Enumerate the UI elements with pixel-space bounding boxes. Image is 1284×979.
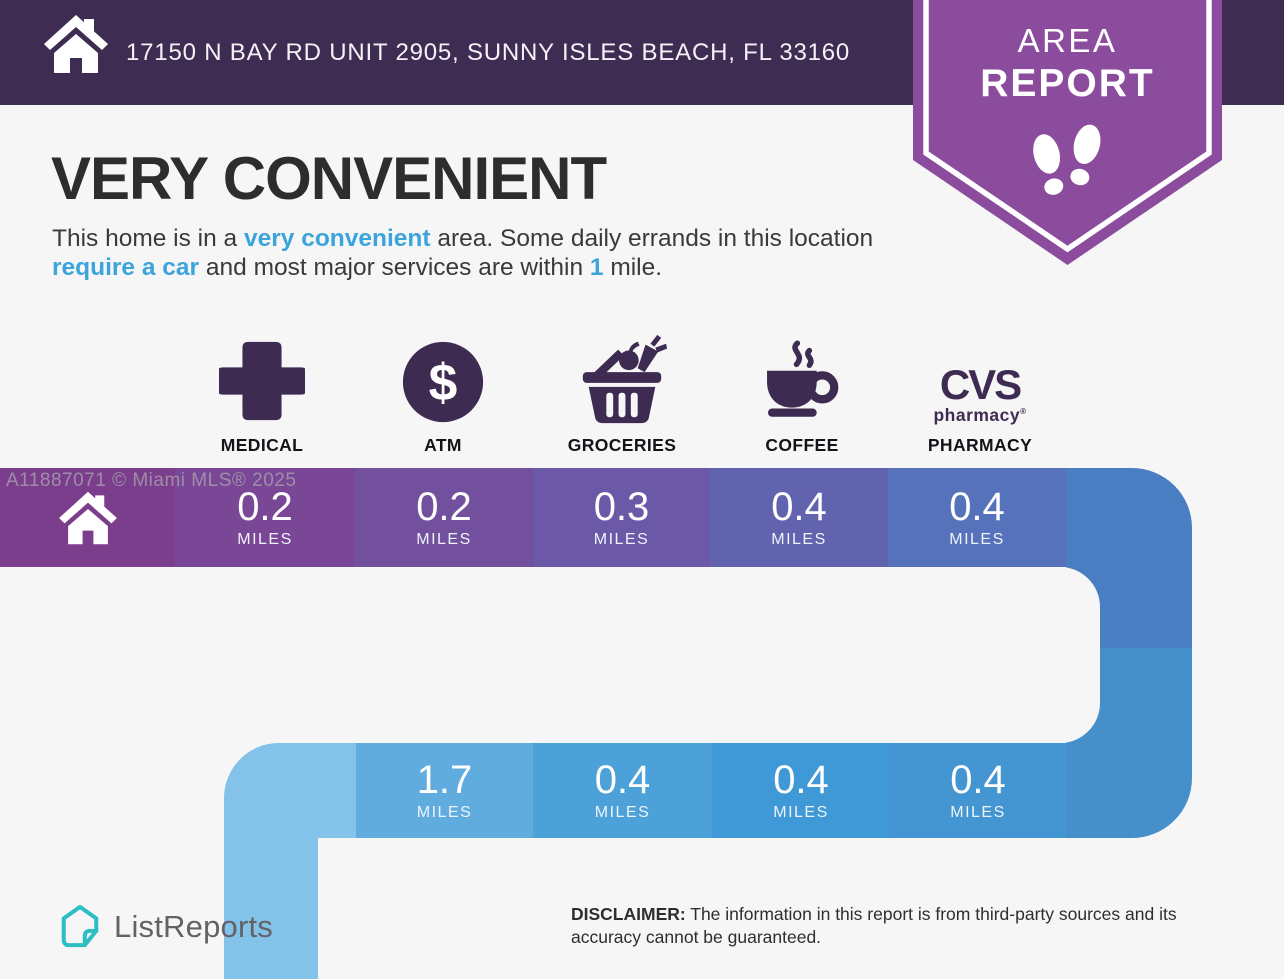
disclaimer-label: DISCLAIMER: [571, 904, 686, 924]
cvs-wordmark: CVS [939, 360, 1022, 408]
column-label: GROCERIES [567, 435, 677, 455]
distance-value: 0.4 [594, 757, 651, 802]
distance-unit: MILES [950, 803, 1006, 821]
distance-segment-gym: 0.4 MILES [890, 743, 1066, 838]
page-title: VERY CONVENIENT [51, 145, 607, 212]
badge-ribbon [913, 0, 1222, 265]
row2-panel [0, 567, 1100, 743]
column-atm: $ ATM [353, 328, 533, 456]
listreports-icon [61, 904, 99, 948]
column-medical: MEDICAL [172, 328, 352, 456]
column-label: COFFEE [765, 435, 839, 455]
medical-cross-icon [219, 341, 305, 421]
area-report-badge: AREA REPORT [913, 0, 1222, 270]
distance-segment-cleaners: 0.4 MILES [712, 743, 890, 838]
coffee-cup-icon [767, 340, 839, 417]
column-coffee: COFFEE [712, 328, 892, 456]
house-icon [58, 491, 117, 544]
distance-unit: MILES [594, 803, 651, 821]
desc-highlight-one: 1 [589, 254, 604, 281]
distance-unit: MILES [773, 803, 829, 821]
distance-value: 0.2 [237, 484, 293, 529]
distance-value: 0.4 [771, 484, 827, 529]
inner-corner-mask [318, 838, 408, 928]
band-connector-left-strip [224, 838, 318, 979]
distance-segment-groceries: 0.3 MILES [533, 468, 710, 567]
distance-segment-gas: 0.4 MILES [533, 743, 712, 838]
distance-value: 0.4 [949, 484, 1005, 529]
distance-unit: MILES [416, 530, 472, 548]
desc-text: and most major services are within [199, 254, 590, 281]
cvs-pharmacy-text: pharmacy® [933, 404, 1027, 425]
listreports-logo: ListReports [58, 903, 273, 951]
desc-text: mile. [603, 254, 663, 281]
disclaimer: DISCLAIMER: The information in this repo… [571, 903, 1239, 949]
column-groceries: GROCERIES [532, 328, 712, 456]
column-label: ATM [424, 435, 462, 455]
distance-value: 0.2 [416, 484, 472, 529]
distance-segment-medical: 0.2 MILES [175, 468, 355, 567]
distance-value: 1.7 [416, 757, 473, 802]
distance-segment-movie-theater: 1.7 MILES [356, 743, 533, 838]
distance-unit: MILES [416, 803, 473, 821]
distance-unit: MILES [949, 530, 1005, 548]
property-address: 17150 N BAY RD UNIT 2905, SUNNY ISLES BE… [126, 38, 851, 66]
distance-value: 0.3 [593, 484, 650, 529]
mls-watermark: A11887071 © Miami MLS® 2025 [6, 470, 297, 491]
distance-segment-coffee: 0.4 MILES [710, 468, 888, 567]
home-icon [44, 15, 108, 73]
distance-unit: MILES [593, 530, 650, 548]
brand-name: ListReports [114, 909, 273, 944]
column-pharmacy: CVS pharmacy® PHARMACY [890, 328, 1070, 456]
home-segment [0, 468, 175, 567]
desc-highlight-car: require a car [52, 254, 200, 281]
badge-line1: AREA [1017, 22, 1118, 59]
distance-segment-pharmacy: 0.4 MILES [888, 468, 1066, 567]
distance-unit: MILES [771, 530, 827, 548]
distance-value: 0.4 [950, 757, 1006, 802]
band-connector-left-elbow [224, 743, 356, 838]
svg-text:$: $ [429, 353, 458, 411]
distance-value: 0.4 [773, 757, 829, 802]
column-label: MEDICAL [220, 435, 304, 455]
column-label: PHARMACY [927, 435, 1033, 455]
dollar-circle-icon: $ [402, 341, 484, 423]
badge-line2: REPORT [980, 62, 1155, 105]
description: This home is in a very convenient area. … [52, 224, 897, 282]
desc-text: This home is in a [52, 225, 244, 252]
footprints-icon [1033, 124, 1101, 195]
desc-text: area. Some daily errands in this locatio… [430, 225, 874, 252]
distance-unit: MILES [237, 530, 293, 548]
disclaimer-text: The information in this report is from t… [571, 904, 1177, 947]
desc-highlight-convenient: very convenient [244, 225, 431, 252]
groceries-basket-icon [582, 334, 668, 424]
distance-segment-atm: 0.2 MILES [355, 468, 533, 567]
cvs-pharmacy-logo: CVS pharmacy® [933, 360, 1027, 425]
